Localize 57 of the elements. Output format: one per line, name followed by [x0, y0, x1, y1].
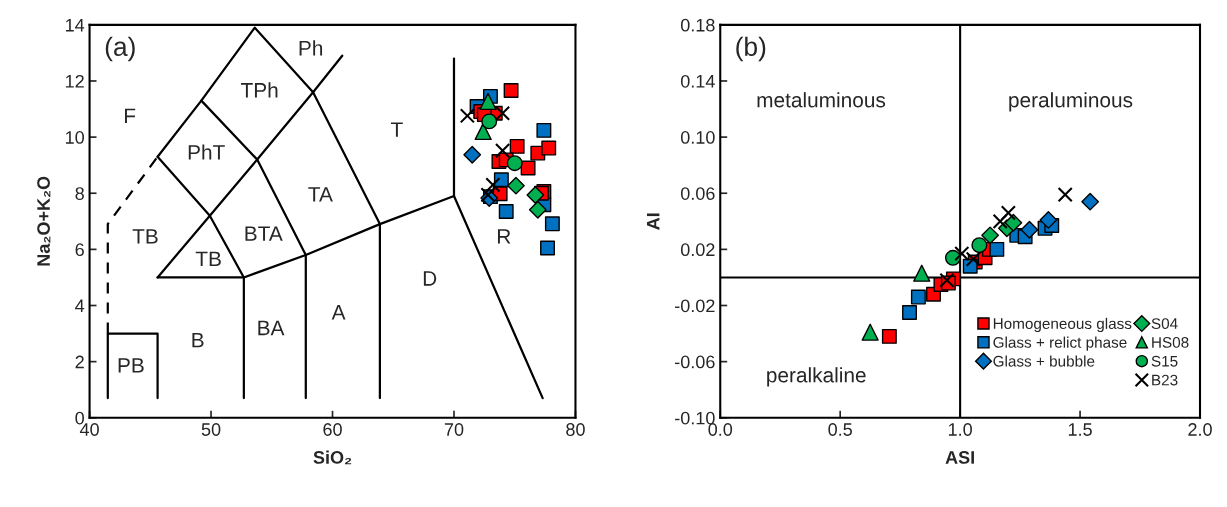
- x-tick-label: 70: [444, 423, 464, 436]
- annotation: PB: [118, 358, 144, 373]
- annotation: metaluminous: [757, 92, 886, 108]
- legend-label: S15: [1151, 355, 1178, 367]
- y-tick-label: 8: [75, 187, 84, 200]
- y-tick-label: -0.10: [675, 411, 715, 425]
- annotation: D: [423, 271, 437, 286]
- y-tick-label: 4: [75, 299, 85, 313]
- y-tick-label: 0.14: [680, 74, 715, 88]
- x-tick-label: 1.5: [1068, 423, 1092, 436]
- legend-label: Glass + bubble: [993, 355, 1095, 367]
- annotation: Ph: [299, 40, 323, 56]
- annotation: (b): [736, 36, 766, 62]
- x-tick-label: 60: [323, 423, 342, 436]
- x-tick-label: 1.0: [948, 423, 972, 436]
- y-tick-label: 14: [66, 18, 85, 32]
- x-tick-label: 2.0: [1188, 423, 1212, 436]
- annotation: peraluminous: [1009, 92, 1133, 112]
- y-tick-label: -0.02: [675, 299, 715, 313]
- y-tick-label: -0.06: [675, 355, 715, 369]
- annotation: F: [125, 108, 136, 123]
- annotation: TB: [195, 251, 221, 266]
- x-tick-label: 50: [201, 423, 221, 436]
- annotation: TB: [132, 229, 158, 244]
- y-tick-label: 2: [75, 355, 84, 369]
- y-tick-label: 0.10: [680, 131, 715, 144]
- legend-label: HS08: [1152, 337, 1189, 348]
- x-axis-title: ASI: [945, 451, 974, 464]
- x-tick-label: 80: [566, 423, 585, 436]
- annotation: B: [192, 332, 204, 348]
- y-axis-title: Na₂O+K₂O: [37, 176, 51, 266]
- y-tick-label: 10: [66, 131, 85, 144]
- x-axis-title: SiO₂: [313, 450, 352, 465]
- legend-label: Homogeneous glass: [993, 317, 1132, 333]
- legend-label: S04: [1151, 318, 1178, 330]
- y-tick-label: 0: [75, 411, 84, 425]
- annotation: peralkaline: [767, 367, 866, 387]
- annotation: T: [391, 122, 403, 137]
- legend-label: B23: [1152, 374, 1178, 386]
- y-tick-label: 0.06: [680, 187, 715, 200]
- y-axis-title: AI: [646, 213, 660, 230]
- legend-label: Glass + relict phase: [993, 336, 1127, 351]
- annotation: BA: [258, 320, 285, 336]
- y-tick-label: 12: [66, 74, 84, 88]
- annotation: A: [331, 305, 346, 320]
- annotation: TA: [308, 187, 333, 202]
- y-tick-label: 0.18: [680, 18, 715, 32]
- y-tick-label: 0.02: [680, 243, 715, 257]
- annotation: PhT: [188, 144, 225, 160]
- x-tick-label: 40: [79, 423, 99, 436]
- x-tick-label: 0.0: [708, 423, 733, 436]
- annotation: BTA: [245, 226, 283, 241]
- annotation: (a): [105, 36, 135, 62]
- x-tick-label: 0.5: [828, 423, 852, 436]
- annotation: R: [497, 229, 511, 244]
- annotation: TPh: [241, 82, 278, 98]
- y-tick-label: 6: [75, 243, 84, 257]
